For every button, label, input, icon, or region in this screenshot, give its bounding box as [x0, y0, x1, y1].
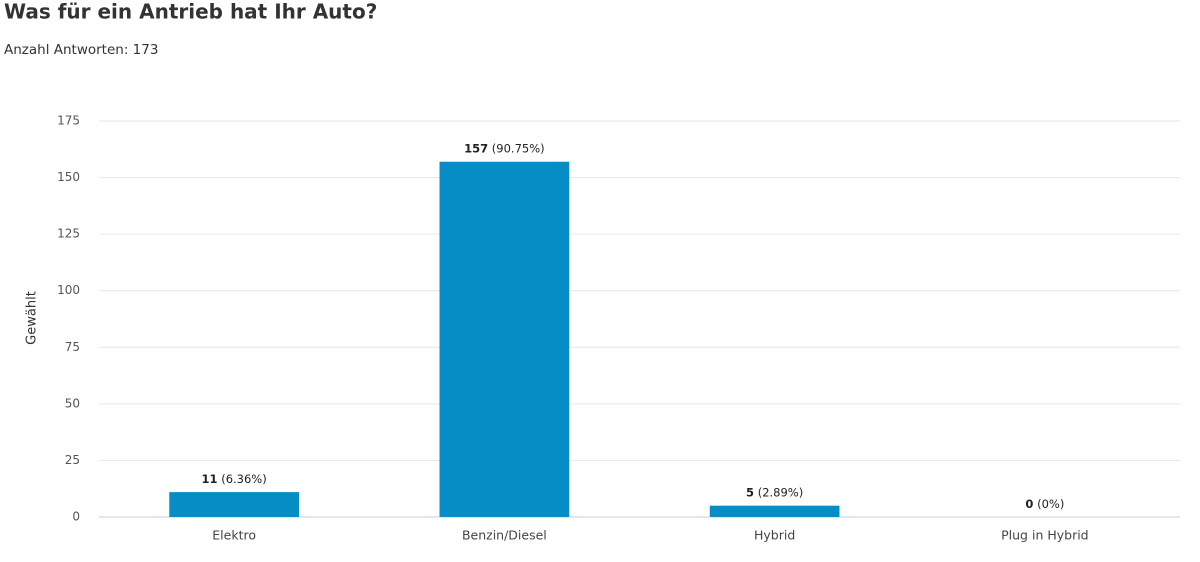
- data-label-value: 157: [464, 141, 488, 155]
- bar: [169, 492, 299, 517]
- data-label-value: 0: [1025, 497, 1033, 511]
- y-tick-label: 125: [57, 227, 80, 241]
- y-tick-label: 25: [65, 453, 80, 467]
- data-label-value: 11: [202, 472, 218, 486]
- y-tick-label: 50: [65, 396, 80, 410]
- x-tick-label: Plug in Hybrid: [1001, 528, 1089, 543]
- data-label: 0 (0%): [1025, 497, 1064, 511]
- data-label: 5 (2.89%): [746, 485, 803, 499]
- chart-subtitle: Anzahl Antworten: 173: [4, 42, 158, 58]
- bar: [709, 505, 840, 517]
- data-label: 157 (90.75%): [464, 141, 545, 155]
- y-tick-label: 175: [57, 114, 80, 128]
- bar: [439, 161, 570, 517]
- chart-title: Was für ein Antrieb hat Ihr Auto?: [4, 0, 377, 24]
- data-label-share: (0%): [1037, 497, 1064, 511]
- data-label: 11 (6.36%): [202, 472, 267, 486]
- data-label-share: (90.75%): [492, 141, 545, 155]
- y-tick-label: 0: [72, 510, 80, 524]
- data-label-value: 5: [746, 485, 754, 499]
- x-tick-label: Elektro: [212, 528, 256, 543]
- data-label-share: (6.36%): [221, 472, 267, 486]
- x-tick-label: Hybrid: [754, 528, 795, 543]
- data-label-share: (2.89%): [758, 485, 804, 499]
- y-tick-label: 150: [57, 170, 80, 184]
- y-axis-label: Gewählt: [25, 291, 40, 345]
- x-tick-label: Benzin/Diesel: [462, 528, 547, 543]
- y-tick-label: 75: [65, 340, 80, 354]
- y-tick-label: 100: [57, 283, 80, 297]
